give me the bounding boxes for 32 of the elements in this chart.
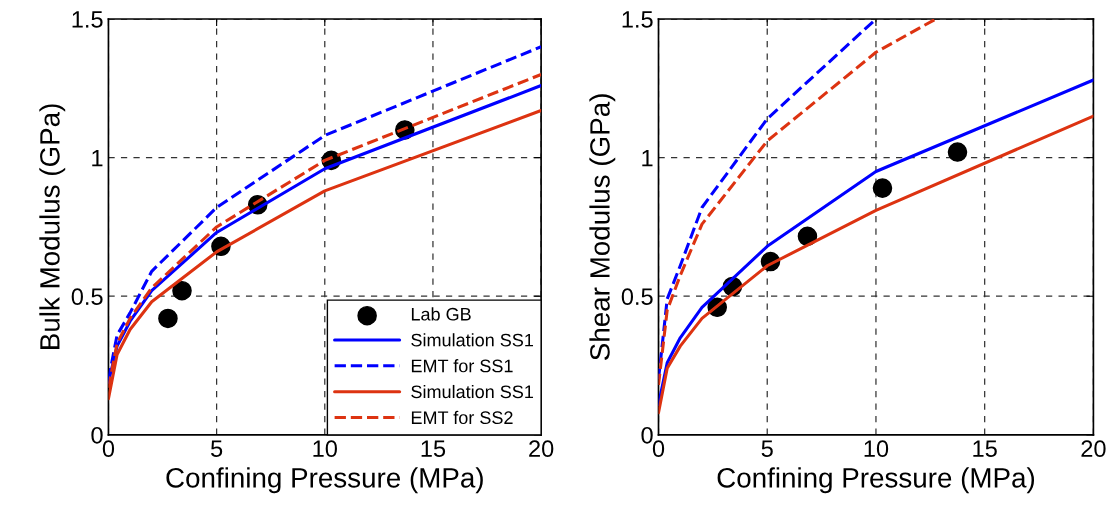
y-tick-label: 0.5	[621, 288, 653, 306]
x-tick-label: 5	[210, 440, 223, 458]
y-tick-label: 1.5	[72, 11, 103, 28]
x-axis-title: Confining Pressure (MPa)	[717, 467, 1035, 494]
x-tick-label: 20	[529, 440, 554, 458]
x-tick-label: 15	[421, 440, 446, 458]
y-tick-label: 0.5	[71, 288, 103, 306]
y-tick-label: 0	[641, 426, 653, 444]
point	[872, 178, 893, 198]
point	[172, 280, 192, 301]
x-tick-label: 5	[761, 440, 773, 458]
legend-label: EMT for SS2	[411, 410, 513, 425]
x-tick-label: 20	[1081, 440, 1106, 458]
legend-label: EMT for SS1	[411, 359, 513, 373]
y-tick-label: 0	[91, 426, 103, 444]
x-tick-label: 15	[973, 440, 997, 458]
x-tick-label: 0	[102, 440, 115, 458]
legend-label: Simulation SS1	[411, 333, 534, 347]
line-series	[658, 19, 938, 387]
point	[947, 142, 968, 162]
legend-label: Lab GB	[411, 307, 471, 321]
legend-label: Simulation SS1	[411, 384, 534, 399]
y-tick-label: 1	[92, 149, 103, 167]
y-axis-title: Bulk Modulus (GPa)	[39, 104, 66, 349]
y-axis-title: Shear Modulus (GPa)	[589, 94, 616, 360]
y-tick-label: 1	[642, 149, 653, 167]
x-axis-title: Confining Pressure (MPa)	[166, 467, 483, 494]
x-tick-label: 10	[864, 440, 889, 458]
y-tick-label: 1.5	[622, 11, 653, 28]
x-tick-label: 10	[313, 440, 337, 458]
x-tick-label: 0	[652, 440, 665, 458]
point	[158, 308, 178, 329]
